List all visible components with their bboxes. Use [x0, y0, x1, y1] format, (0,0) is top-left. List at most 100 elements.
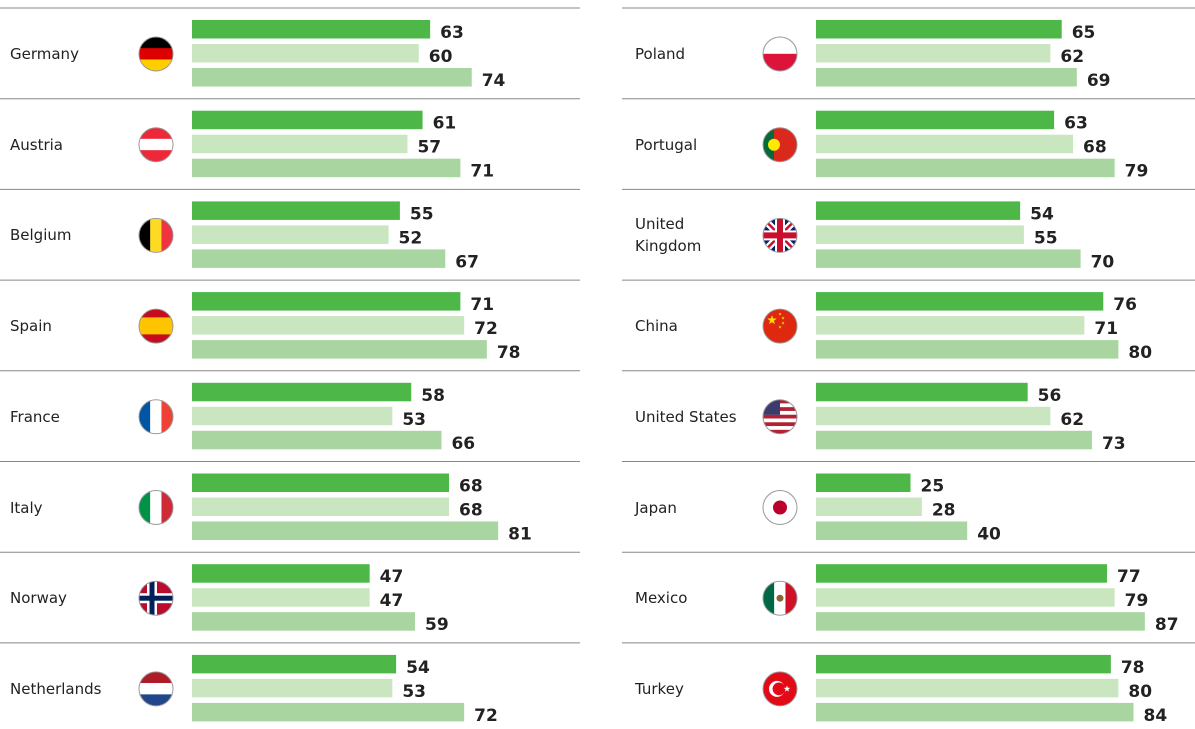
- value-label: 80: [1128, 343, 1152, 363]
- flag-part: [161, 399, 173, 434]
- flag-part: [783, 685, 791, 692]
- value-label: 47: [380, 567, 404, 587]
- flag-part: [763, 418, 797, 423]
- bar: [816, 497, 922, 516]
- bar: [192, 382, 412, 402]
- value-label: 68: [1083, 138, 1107, 158]
- country-label: Turkey: [635, 679, 684, 698]
- value-label: 25: [921, 477, 945, 497]
- value-label: 59: [425, 615, 449, 635]
- value-label: 71: [470, 162, 494, 182]
- flag: [139, 309, 173, 344]
- flag-part: [763, 37, 797, 55]
- bar: [192, 110, 423, 130]
- value-label: 62: [1060, 410, 1084, 430]
- value-label: 80: [1128, 682, 1152, 702]
- value-label: 72: [474, 319, 498, 339]
- country-label: Norway: [10, 589, 67, 608]
- bar: [816, 340, 1119, 359]
- flag: [763, 490, 797, 525]
- flag-part: [776, 594, 784, 602]
- bar: [816, 292, 1104, 311]
- flag: [763, 218, 797, 253]
- bar: [816, 68, 1077, 87]
- flag-outline: [138, 580, 174, 616]
- bar: [816, 20, 1062, 39]
- value-label: 84: [1144, 706, 1168, 726]
- flag-part: [150, 218, 162, 253]
- flag-part: [763, 53, 797, 71]
- value-label: 81: [508, 525, 532, 545]
- flag-part: [139, 150, 173, 162]
- bar: [192, 406, 393, 426]
- flag-part: [777, 218, 783, 253]
- flag: [763, 309, 797, 344]
- flag: [763, 671, 797, 706]
- flag-outline: [138, 490, 174, 525]
- value-label: 57: [417, 138, 441, 158]
- flag-part: [768, 138, 780, 151]
- bar: [192, 612, 416, 631]
- value-label: 55: [1034, 228, 1058, 248]
- bar: [192, 158, 461, 178]
- bar: [192, 654, 397, 674]
- bar: [192, 316, 465, 335]
- value-label: 58: [421, 386, 445, 406]
- country-label: Poland: [635, 45, 686, 63]
- bar: [192, 430, 442, 450]
- flag-part: [139, 48, 173, 60]
- flag-part: [139, 671, 173, 684]
- value-label: 55: [410, 204, 434, 224]
- flag-outline: [762, 127, 798, 163]
- bar: [816, 44, 1051, 63]
- bar: [192, 473, 450, 492]
- flag: [139, 127, 173, 162]
- flag: [139, 37, 173, 71]
- flag: [763, 399, 797, 434]
- bar: [816, 612, 1145, 631]
- bar: [816, 564, 1108, 583]
- bar: [192, 340, 487, 359]
- flag-part: [785, 581, 797, 616]
- flag-outline: [762, 308, 798, 344]
- country-label: Netherlands: [10, 679, 102, 698]
- flag-part: [139, 138, 173, 151]
- flag-part: [763, 581, 775, 616]
- flag-part: [763, 426, 797, 431]
- value-label: 28: [932, 501, 956, 521]
- bar: [816, 382, 1028, 402]
- value-label: 63: [1064, 114, 1088, 134]
- flag-outline: [762, 36, 798, 72]
- flag-part: [763, 399, 780, 415]
- flag: [139, 490, 173, 525]
- bar: [192, 249, 446, 268]
- bar: [192, 225, 389, 244]
- flag-outline: [138, 399, 174, 435]
- value-label: 69: [1087, 71, 1111, 91]
- value-label: 63: [440, 23, 464, 43]
- value-label: 61: [433, 114, 457, 134]
- country-label: Belgium: [10, 226, 72, 245]
- bar: [816, 588, 1115, 607]
- bar: [816, 249, 1081, 268]
- bar: [192, 497, 450, 516]
- value-label: 67: [455, 252, 479, 272]
- value-label: 76: [1113, 295, 1137, 315]
- flag-outline: [138, 671, 174, 707]
- country-label: Austria: [10, 135, 63, 154]
- flag-part: [781, 316, 785, 320]
- flag-part: [778, 312, 782, 316]
- flag-part: [139, 399, 151, 434]
- value-label: 68: [459, 501, 483, 521]
- flag-part: [139, 127, 173, 140]
- flag-part: [161, 490, 173, 525]
- flag-part: [772, 682, 786, 696]
- flag-part: [139, 309, 173, 318]
- flag: [139, 218, 173, 253]
- bar: [192, 564, 370, 583]
- flag-part: [139, 490, 151, 525]
- bar: [816, 521, 968, 540]
- flag-part: [150, 490, 162, 525]
- country-label: Mexico: [635, 589, 688, 608]
- bar: [816, 316, 1085, 335]
